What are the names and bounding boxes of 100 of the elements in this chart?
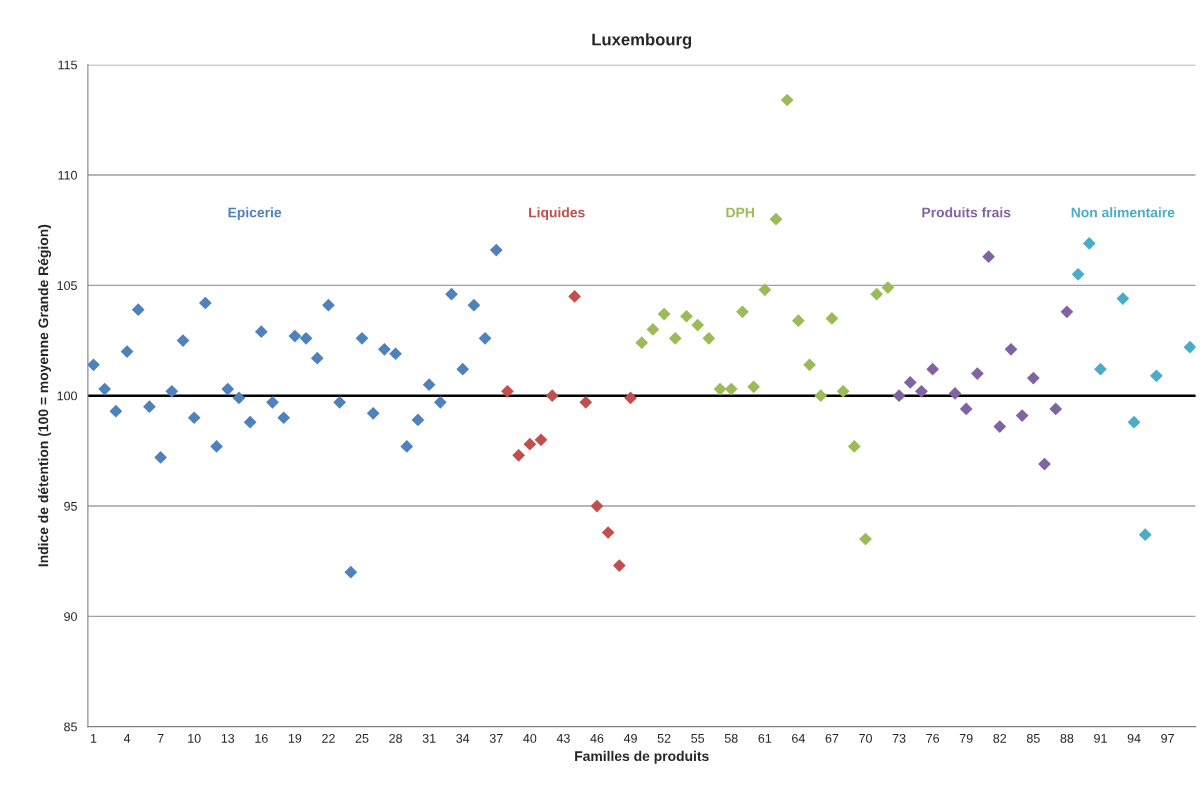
point xyxy=(87,358,100,372)
point xyxy=(903,376,917,389)
point xyxy=(612,559,626,572)
point xyxy=(971,367,984,380)
x-tick-label: 67 xyxy=(825,733,839,743)
point xyxy=(568,290,581,303)
point xyxy=(210,440,223,453)
point xyxy=(635,336,649,350)
text: Produits frais xyxy=(922,207,1011,218)
x-tick-label: 16 xyxy=(255,733,268,743)
point xyxy=(959,402,973,416)
point xyxy=(915,384,928,398)
point xyxy=(1026,371,1040,385)
point xyxy=(467,298,481,312)
x-tick-label: 76 xyxy=(926,733,940,743)
x-axis-title: Familles de produits xyxy=(575,750,709,764)
x-tick-label: 7 xyxy=(157,734,164,743)
y-tick-label: 85 xyxy=(64,722,77,732)
y-tick-label: 90 xyxy=(64,612,77,621)
point xyxy=(534,433,548,447)
x-tick-label: 64 xyxy=(792,733,805,743)
point xyxy=(478,331,492,345)
point xyxy=(836,384,850,398)
y-axis-title: Indice de détention (100 = moyenne Grande Région) xyxy=(37,224,52,567)
x-tick-label: 22 xyxy=(322,733,335,743)
x-tick-label: 58 xyxy=(724,733,738,743)
point xyxy=(747,380,760,394)
point xyxy=(143,400,156,414)
text: Liquides xyxy=(529,207,585,221)
point xyxy=(512,448,526,462)
x-tick-label: 49 xyxy=(623,733,637,743)
point xyxy=(1004,342,1018,356)
x-tick-label: 73 xyxy=(892,733,906,743)
x-tick-label: 52 xyxy=(657,733,671,743)
x-tick-label: 46 xyxy=(590,733,604,743)
point xyxy=(266,395,279,409)
x-tick-label: 97 xyxy=(1161,733,1174,743)
point xyxy=(881,281,895,294)
y-tick-label: 115 xyxy=(58,60,77,70)
point xyxy=(445,287,458,301)
x-tick-label: 70 xyxy=(859,733,872,743)
point xyxy=(154,451,167,464)
point xyxy=(322,298,335,312)
point xyxy=(724,382,738,396)
point xyxy=(254,325,268,339)
x-tick-label: 25 xyxy=(355,733,369,743)
point xyxy=(1150,369,1163,383)
x-tick-label: 10 xyxy=(188,733,201,743)
y-tick-label: 95 xyxy=(64,501,77,511)
point xyxy=(1127,415,1141,429)
point xyxy=(982,250,995,264)
point xyxy=(736,305,749,319)
x-tick-label: 4 xyxy=(123,734,131,743)
point xyxy=(456,362,470,376)
x-tick-label: 94 xyxy=(1127,733,1141,743)
text: Epicerie xyxy=(228,207,282,221)
point xyxy=(1116,292,1130,305)
point xyxy=(400,440,414,453)
point xyxy=(758,283,772,297)
series-label: DPH xyxy=(726,207,754,218)
point xyxy=(780,93,794,107)
point xyxy=(523,437,537,451)
x-tick-label: 13 xyxy=(221,733,235,743)
point xyxy=(299,331,313,345)
point xyxy=(221,382,235,396)
y-tick-label: 100 xyxy=(57,391,77,401)
point xyxy=(165,384,179,398)
point xyxy=(355,331,369,345)
x-tick-label: 34 xyxy=(456,733,470,743)
point xyxy=(702,331,716,345)
point xyxy=(277,411,291,425)
point xyxy=(1060,305,1074,319)
point xyxy=(814,389,828,403)
point xyxy=(1138,528,1152,542)
point xyxy=(344,565,358,579)
point xyxy=(411,413,425,427)
point xyxy=(433,395,447,409)
x-tick-label: 88 xyxy=(1060,733,1074,743)
point xyxy=(422,378,436,392)
point xyxy=(545,389,559,403)
x-tick-label: 85 xyxy=(1026,733,1040,743)
point xyxy=(1015,409,1029,422)
point xyxy=(624,391,637,405)
point xyxy=(366,406,380,420)
x-tick-label: 79 xyxy=(959,733,973,743)
point xyxy=(590,499,604,513)
point xyxy=(310,351,324,365)
x-tick-label: 43 xyxy=(556,733,570,743)
point xyxy=(657,307,671,321)
point xyxy=(1094,362,1107,376)
point xyxy=(288,329,302,343)
point xyxy=(803,358,816,372)
point xyxy=(680,309,693,323)
point xyxy=(131,303,145,316)
point xyxy=(1049,402,1063,416)
y-tick-label: 105 xyxy=(57,281,77,291)
x-tick-label: 91 xyxy=(1094,733,1107,743)
y-tick-label: 110 xyxy=(58,170,77,180)
point xyxy=(579,395,593,409)
point xyxy=(713,382,727,396)
